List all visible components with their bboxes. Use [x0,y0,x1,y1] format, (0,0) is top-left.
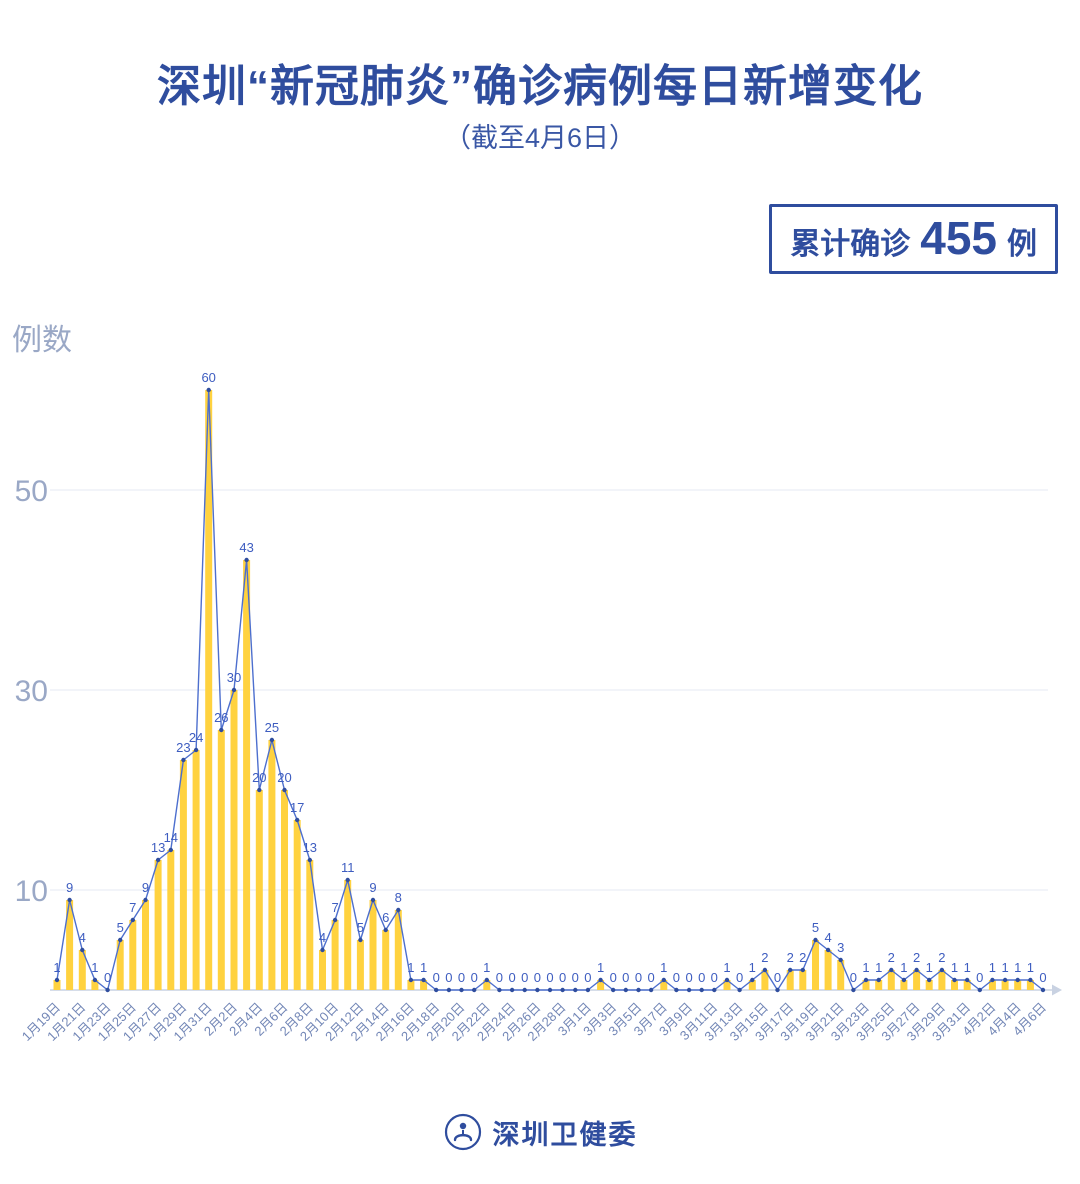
svg-text:0: 0 [458,970,465,985]
svg-text:20: 20 [252,770,266,785]
svg-text:0: 0 [711,970,718,985]
svg-text:2: 2 [913,950,920,965]
svg-text:1: 1 [660,960,667,975]
svg-text:2: 2 [799,950,806,965]
footer: 深圳卫健委 [0,1112,1080,1152]
svg-text:0: 0 [445,970,452,985]
svg-text:1: 1 [875,960,882,975]
svg-text:3: 3 [837,940,844,955]
svg-text:6: 6 [382,910,389,925]
svg-text:13: 13 [151,840,165,855]
svg-text:1: 1 [862,960,869,975]
svg-text:1: 1 [91,960,98,975]
svg-text:9: 9 [142,880,149,895]
page-subtitle: （截至4月6日） [443,123,637,153]
svg-text:0: 0 [850,970,857,985]
svg-text:1: 1 [1014,960,1021,975]
svg-text:17: 17 [290,800,304,815]
svg-text:5: 5 [117,920,124,935]
svg-text:0: 0 [572,970,579,985]
page-title: 深圳“新冠肺炎”确诊病例每日新增变化 [157,62,923,111]
svg-text:14: 14 [164,830,178,845]
svg-text:1: 1 [597,960,604,975]
svg-text:1: 1 [900,960,907,975]
svg-text:1: 1 [749,960,756,975]
svg-text:0: 0 [622,970,629,985]
svg-text:2: 2 [761,950,768,965]
svg-text:1: 1 [723,960,730,975]
svg-text:1: 1 [989,960,996,975]
svg-text:30: 30 [15,675,48,708]
svg-text:2: 2 [787,950,794,965]
svg-text:0: 0 [471,970,478,985]
y-axis-label: 例数 [12,324,72,357]
svg-text:8: 8 [395,890,402,905]
svg-text:1: 1 [951,960,958,975]
svg-text:0: 0 [976,970,983,985]
svg-text:1: 1 [407,960,414,975]
svg-text:1: 1 [420,960,427,975]
svg-text:0: 0 [534,970,541,985]
svg-text:0: 0 [104,970,111,985]
svg-text:0: 0 [685,970,692,985]
svg-text:43: 43 [239,540,253,555]
svg-text:5: 5 [357,920,364,935]
svg-text:0: 0 [673,970,680,985]
svg-text:0: 0 [496,970,503,985]
svg-text:13: 13 [303,840,317,855]
org-logo-icon [444,1113,481,1151]
svg-text:0: 0 [635,970,642,985]
svg-text:30: 30 [227,670,241,685]
svg-text:1: 1 [926,960,933,975]
svg-text:11: 11 [341,860,355,875]
svg-text:4: 4 [79,930,86,945]
svg-text:5: 5 [812,920,819,935]
svg-text:0: 0 [433,970,440,985]
svg-text:0: 0 [584,970,591,985]
svg-text:1: 1 [964,960,971,975]
svg-text:0: 0 [546,970,553,985]
svg-text:9: 9 [66,880,73,895]
svg-text:20: 20 [277,770,291,785]
svg-text:24: 24 [189,730,203,745]
org-name: 深圳卫健委 [492,1119,638,1150]
svg-text:0: 0 [559,970,566,985]
svg-text:0: 0 [610,970,617,985]
cumulative-total-badge: 累计确诊 455 例 [769,204,1058,274]
svg-text:1: 1 [1027,960,1034,975]
svg-text:0: 0 [647,970,654,985]
svg-text:0: 0 [508,970,515,985]
svg-text:7: 7 [331,900,338,915]
svg-text:50: 50 [15,475,48,508]
svg-text:1: 1 [483,960,490,975]
svg-text:1: 1 [53,960,60,975]
badge-value: 455 [920,212,997,264]
svg-text:9: 9 [369,880,376,895]
svg-text:4: 4 [319,930,326,945]
svg-text:26: 26 [214,710,228,725]
svg-text:0: 0 [698,970,705,985]
svg-text:1: 1 [1001,960,1008,975]
badge-unit: 例 [1007,228,1037,261]
svg-text:0: 0 [774,970,781,985]
svg-text:10: 10 [15,875,48,908]
badge-label: 累计确诊 [790,228,911,261]
svg-text:7: 7 [129,900,136,915]
svg-text:60: 60 [201,370,215,385]
svg-text:0: 0 [736,970,743,985]
svg-text:4: 4 [824,930,831,945]
svg-text:25: 25 [265,720,279,735]
svg-text:23: 23 [176,740,190,755]
svg-text:2: 2 [938,950,945,965]
svg-text:2: 2 [888,950,895,965]
svg-text:0: 0 [1039,970,1046,985]
svg-text:0: 0 [521,970,528,985]
